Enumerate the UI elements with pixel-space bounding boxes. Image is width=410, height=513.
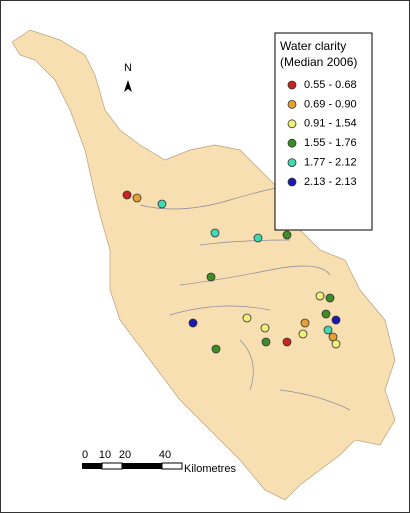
legend-label: 0.69 - 0.90 <box>304 98 357 110</box>
scale-unit: Kilometres <box>184 463 236 475</box>
legend-swatch <box>287 138 297 148</box>
site <box>282 337 292 347</box>
site <box>325 293 335 303</box>
sites <box>122 190 341 354</box>
site <box>122 190 132 200</box>
site <box>211 344 221 354</box>
site <box>157 199 167 209</box>
site <box>242 313 252 323</box>
scale-label: 0 <box>82 449 88 461</box>
scale-label: 20 <box>119 449 131 461</box>
scale-bar: 0 10 20 40 Kilometres <box>82 449 237 475</box>
scale-label: 40 <box>159 449 171 461</box>
legend-title: Water clarity <box>280 39 346 53</box>
legend-label: 1.55 - 1.76 <box>304 137 357 149</box>
legend-swatch <box>287 80 297 90</box>
legend-label: 2.13 - 2.13 <box>304 176 357 188</box>
site <box>210 228 220 238</box>
site <box>315 291 325 301</box>
rivers <box>139 184 351 411</box>
legend-label: 0.91 - 1.54 <box>304 118 357 130</box>
site <box>253 233 263 243</box>
site <box>260 323 270 333</box>
legend-swatch <box>287 119 297 129</box>
site <box>282 230 292 240</box>
site <box>206 272 216 282</box>
site <box>321 309 331 319</box>
legend-title: (Median 2006) <box>280 55 357 69</box>
legend: Water clarity (Median 2006) 0.55 - 0.68 0.6… <box>274 32 373 231</box>
site <box>132 193 142 203</box>
site <box>323 325 333 335</box>
site <box>331 315 341 325</box>
site <box>298 329 308 339</box>
site <box>300 318 310 328</box>
site <box>188 318 198 328</box>
land <box>11 29 396 501</box>
scale-label: 10 <box>99 449 111 461</box>
legend-box <box>274 32 373 231</box>
legend-swatch <box>287 177 297 187</box>
north-arrow: N <box>124 62 132 92</box>
north-label: N <box>124 62 132 74</box>
legend-label: 1.77 - 2.12 <box>304 157 357 169</box>
legend-label: 0.55 - 0.68 <box>304 79 357 91</box>
legend-swatch <box>287 158 297 168</box>
site <box>261 337 271 347</box>
site <box>331 339 341 349</box>
legend-swatch <box>287 100 297 109</box>
